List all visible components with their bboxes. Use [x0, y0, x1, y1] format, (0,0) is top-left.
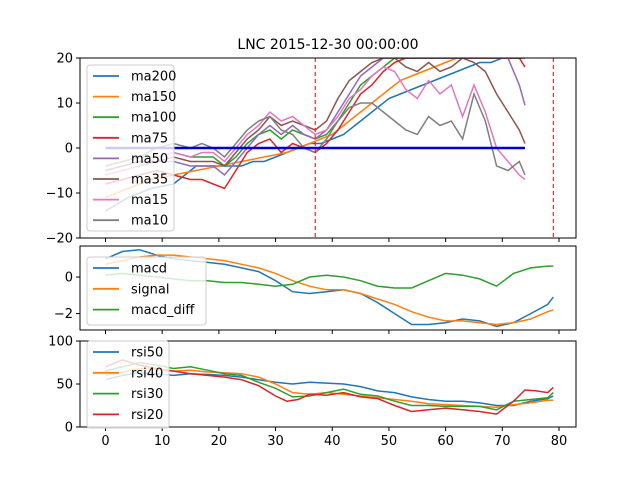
- axes-frame: [79, 245, 577, 331]
- x-tick-label: 40: [324, 434, 341, 449]
- legend-label-rsi20: rsi20: [131, 408, 163, 423]
- chart-title: LNC 2015-12-30 00:00:00: [237, 37, 418, 53]
- y-tick-label: 0: [65, 142, 73, 157]
- legend: macd signal macd_diff: [86, 256, 207, 326]
- legend: ma200 ma150 ma100 ma75 ma50 ma35 ma15 ma10: [86, 64, 176, 232]
- legend-label-ma75: ma75: [131, 131, 168, 146]
- legend-label-ma150: ma150: [131, 90, 176, 105]
- y-tick-label: 10: [56, 97, 73, 112]
- legend-label-signal: signal: [131, 282, 169, 297]
- x-tick-label: 60: [437, 434, 454, 449]
- y-tick-label: −20: [46, 232, 73, 247]
- series-line-rsi50: [105, 372, 554, 407]
- x-tick-label: 50: [381, 434, 398, 449]
- series-line-signal: [105, 254, 554, 326]
- legend-box: [86, 340, 170, 429]
- legend-label-rsi40: rsi40: [131, 366, 163, 381]
- legend-label-macd_diff: macd_diff: [131, 303, 195, 318]
- series-line-ma50: [105, 58, 526, 177]
- x-tick-label: 70: [494, 434, 511, 449]
- plot-area: [105, 58, 554, 238]
- legend-label-rsi50: rsi50: [131, 346, 163, 361]
- legend-box: [86, 256, 207, 326]
- series-line-ma100: [105, 58, 525, 167]
- legend-label-ma100: ma100: [131, 111, 176, 126]
- x-tick-label: 20: [211, 434, 228, 449]
- series-line-ma15: [105, 66, 526, 181]
- panel-1: −20−1001020ma200ma150ma100ma75ma50ma35ma…: [46, 52, 577, 247]
- legend-label-ma50: ma50: [131, 152, 168, 167]
- series-line-rsi40: [105, 367, 554, 408]
- legend-label-ma15: ma15: [131, 193, 168, 208]
- y-tick-label: 20: [56, 52, 73, 67]
- legend-box: [86, 64, 175, 232]
- legend-label-ma200: ma200: [131, 70, 176, 85]
- y-tick-label: −2: [54, 307, 73, 322]
- series-line-ma10: [105, 91, 526, 176]
- y-tick-label: −10: [46, 187, 73, 202]
- y-tick-label: 100: [48, 335, 73, 350]
- x-tick-label: 80: [551, 434, 568, 449]
- series-line-ma75: [105, 58, 526, 190]
- legend-label-ma35: ma35: [131, 173, 168, 188]
- x-tick-label: 30: [267, 434, 284, 449]
- legend-label-ma10: ma10: [131, 214, 168, 229]
- y-tick-label: 0: [65, 421, 73, 436]
- y-tick-label: 0: [65, 271, 73, 286]
- plot-area: [105, 359, 554, 415]
- y-tick-label: 50: [56, 378, 73, 393]
- series-line-rsi30: [105, 361, 554, 411]
- legend: rsi50 rsi40 rsi30 rsi20: [86, 340, 170, 429]
- series-line-rsi20: [105, 359, 554, 415]
- legend-label-macd: macd: [131, 262, 167, 277]
- x-tick-label: 10: [154, 434, 171, 449]
- series-line-ma35: [105, 58, 526, 172]
- legend-label-rsi30: rsi30: [131, 387, 163, 402]
- panel-2: −2 0 macd signal macd_diff: [54, 245, 577, 334]
- x-tick-label: 0: [101, 434, 109, 449]
